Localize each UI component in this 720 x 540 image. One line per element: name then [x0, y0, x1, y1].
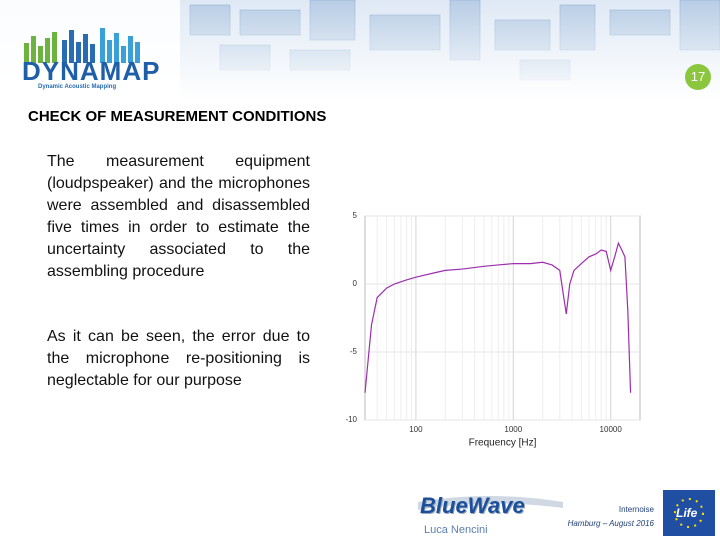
y-tick-label: 0	[353, 279, 358, 288]
chart: -10 -5 0 5 100 1000 10000 Frequency [Hz]	[345, 211, 641, 449]
paragraph: As it can be seen, the error due to the …	[47, 328, 310, 389]
page-number: 17	[685, 64, 711, 90]
plot-area	[364, 215, 641, 421]
slide-title: CHECK OF MEASUREMENT CONDITIONS	[28, 108, 327, 125]
logo-subtitle: Dynamic Acoustic Mapping	[38, 84, 117, 90]
eu-logo-text: Life	[676, 506, 698, 520]
place-date: Hamburg – August 2016	[567, 519, 654, 528]
x-tick-label: 1000	[504, 425, 522, 434]
x-tick-label: 10000	[600, 425, 623, 434]
paragraph: The measurement equipment (loudpspeaker)…	[47, 153, 310, 280]
logo-text: DYNAMAP	[22, 56, 161, 86]
eu-logo-flag	[663, 490, 715, 536]
x-tick-label: 100	[409, 425, 423, 434]
author: Luca Nencini	[424, 524, 488, 536]
y-tick-label: -5	[350, 347, 358, 356]
partner-logo: BlueWave	[420, 493, 525, 518]
y-tick-label: 5	[353, 211, 358, 220]
data-line	[364, 241, 632, 393]
logo-skyline	[24, 28, 140, 63]
y-tick-label: -10	[345, 415, 357, 424]
x-axis-label: Frequency [Hz]	[469, 438, 537, 449]
event: Internoise	[618, 505, 654, 514]
map-background	[0, 0, 720, 100]
partner-logo-shape	[418, 496, 563, 510]
